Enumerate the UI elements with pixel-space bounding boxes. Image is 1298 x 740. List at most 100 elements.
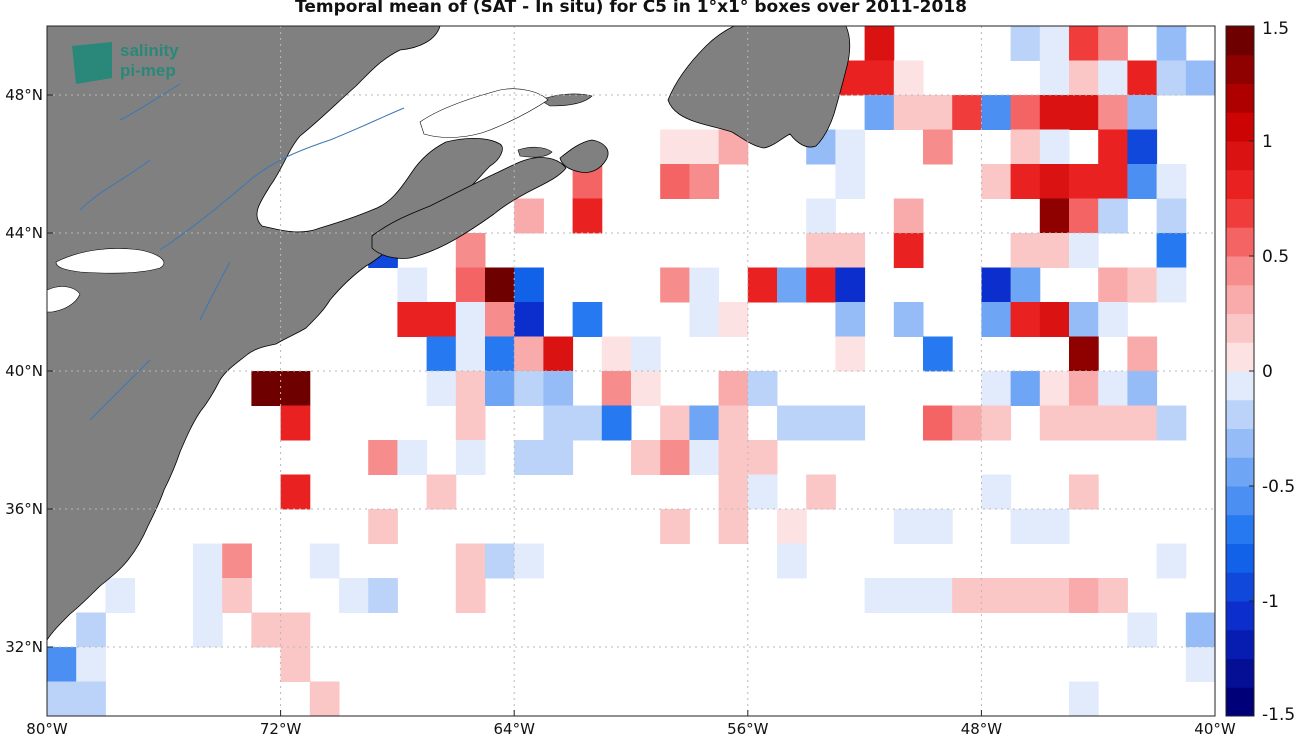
data-cell <box>981 267 1012 303</box>
data-cell <box>864 578 895 613</box>
data-cell <box>689 405 720 441</box>
data-cell <box>835 336 866 372</box>
data-cell <box>1039 578 1070 613</box>
data-cell <box>660 129 690 165</box>
data-cell <box>1156 198 1187 234</box>
y-tick-label: 44°N <box>5 224 43 242</box>
data-cell <box>864 26 895 61</box>
data-cell <box>893 509 924 544</box>
data-cell <box>368 440 398 475</box>
st-lawrence-river <box>159 107 405 251</box>
colorbar-tick-label: -1 <box>1262 592 1279 612</box>
data-cell <box>1127 405 1158 441</box>
x-tick-label: 56°W <box>727 720 769 738</box>
data-cell <box>514 302 544 337</box>
data-cell <box>47 681 77 717</box>
y-tick-label: 36°N <box>5 500 43 518</box>
colorbar-segment <box>1226 169 1254 199</box>
data-cell <box>1010 164 1041 199</box>
data-cell <box>1127 164 1158 199</box>
data-cell <box>455 371 486 406</box>
data-cell <box>1185 612 1216 648</box>
data-cell <box>543 336 574 372</box>
data-cell <box>1039 26 1070 61</box>
data-cell <box>981 95 1012 130</box>
data-cell <box>1098 26 1128 61</box>
data-cell <box>660 164 690 199</box>
data-cell <box>1098 371 1128 406</box>
data-cell <box>660 509 690 544</box>
data-cell <box>1039 509 1070 544</box>
data-cell <box>718 474 749 510</box>
data-cell <box>1010 302 1041 337</box>
data-cell <box>514 336 544 372</box>
data-cell <box>1069 681 1099 717</box>
data-cell <box>747 371 778 406</box>
colorbar-segment <box>1226 141 1254 171</box>
data-cell <box>601 371 632 406</box>
data-cell <box>806 405 836 441</box>
data-cells <box>47 26 1216 717</box>
data-cell <box>660 440 690 475</box>
data-cell <box>76 681 106 717</box>
data-cell <box>1039 95 1070 130</box>
data-cell <box>718 302 749 337</box>
data-cell <box>660 405 690 441</box>
data-cell <box>835 302 866 337</box>
x-tick-label: 40°W <box>1194 720 1236 738</box>
data-cell <box>572 198 603 234</box>
colorbar-segment <box>1226 457 1254 487</box>
data-cell <box>1010 129 1041 165</box>
data-cell <box>923 509 953 544</box>
data-cell <box>601 336 632 372</box>
data-cell <box>631 336 661 372</box>
data-cell <box>309 543 340 579</box>
colorbar-segment <box>1226 313 1254 343</box>
colorbar-segment <box>1226 54 1254 84</box>
logo: salinity pi-mep <box>72 41 179 84</box>
data-cell <box>806 198 836 234</box>
data-cell <box>1098 60 1128 96</box>
colorbar-segment <box>1226 399 1254 429</box>
colorbar-tick-label: -1.5 <box>1262 705 1295 725</box>
data-cell <box>981 164 1012 199</box>
data-cell <box>631 440 661 475</box>
data-cell <box>1039 60 1070 96</box>
river-3 <box>119 83 181 121</box>
data-cell <box>543 440 574 475</box>
data-cell <box>1039 233 1070 268</box>
data-cell <box>864 60 895 96</box>
x-tick-label: 64°W <box>493 720 535 738</box>
data-cell <box>455 267 486 303</box>
data-cell <box>689 302 720 337</box>
data-cell <box>893 302 924 337</box>
data-cell <box>455 543 486 579</box>
data-cell <box>543 405 574 441</box>
data-cell <box>893 198 924 234</box>
data-cell <box>280 371 311 406</box>
data-cell <box>1069 60 1099 96</box>
data-cell <box>280 405 311 441</box>
data-cell <box>485 543 515 579</box>
data-cell <box>514 198 544 234</box>
gulf-water <box>419 88 549 138</box>
logo-line2: pi-mep <box>120 61 176 80</box>
data-cell <box>689 440 720 475</box>
data-cell <box>397 302 428 337</box>
colorbar-tick-label: 1.5 <box>1262 19 1289 39</box>
data-cell <box>835 405 866 441</box>
data-cell <box>222 543 252 579</box>
data-cell <box>455 578 486 613</box>
data-cell <box>1010 233 1041 268</box>
rivers <box>79 83 405 421</box>
data-cell <box>105 578 136 613</box>
data-cell <box>1039 405 1070 441</box>
data-cell <box>455 440 486 475</box>
data-cell <box>747 474 778 510</box>
data-cell <box>1039 371 1070 406</box>
data-cell <box>1156 26 1187 61</box>
data-cell <box>718 371 749 406</box>
data-cell <box>222 578 252 613</box>
data-cell <box>76 612 106 648</box>
data-cell <box>835 164 866 199</box>
